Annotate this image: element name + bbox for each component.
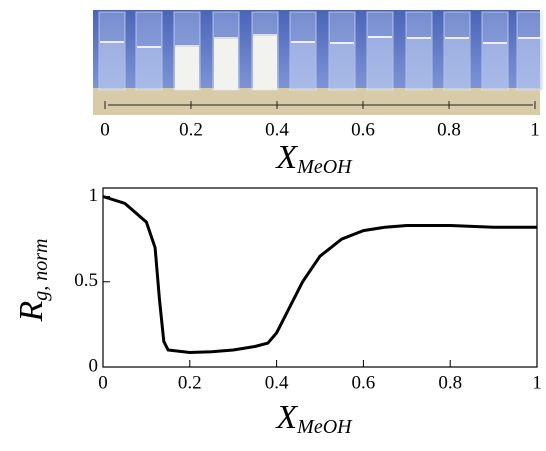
- vial: [481, 11, 509, 91]
- vial-liquid: [407, 38, 431, 90]
- axis-label-sub: g, norm: [30, 238, 52, 300]
- vial: [135, 11, 163, 91]
- x-tick-label: 1: [530, 119, 540, 140]
- x-tick-label: 0.4: [265, 119, 289, 140]
- x-tick-label: 0.8: [437, 119, 461, 140]
- vial: [443, 11, 471, 91]
- x-tick-label: 0.2: [179, 119, 203, 140]
- vial-liquid: [445, 38, 469, 90]
- photo-shelf: [93, 88, 540, 115]
- vial-liquid: [368, 37, 392, 90]
- x-tick-label: 0.8: [438, 372, 462, 393]
- y-tick-label: 0: [89, 355, 99, 376]
- axis-label: XMeOH: [274, 139, 353, 178]
- axis-label-sub: MeOH: [296, 416, 353, 438]
- axis-label-main: X: [274, 399, 298, 436]
- x-tick-label: 0.6: [352, 372, 376, 393]
- vial-liquid: [291, 42, 315, 90]
- vials: [98, 11, 544, 91]
- axis-label: Rg, norm: [13, 238, 52, 322]
- vial: [289, 11, 317, 91]
- vial-liquid: [175, 46, 199, 90]
- axis-label-sub: MeOH: [296, 156, 353, 178]
- vial-liquid: [330, 43, 354, 90]
- vial-liquid: [100, 42, 124, 90]
- x-tick-label: 0.6: [351, 119, 375, 140]
- line-series: [102, 195, 537, 355]
- vial: [516, 11, 544, 91]
- x-tick-label: 0.4: [265, 372, 289, 393]
- vial-liquid: [518, 38, 542, 90]
- plot-frame: [102, 187, 538, 368]
- vial: [98, 11, 126, 91]
- x-tick-label: 0: [100, 119, 110, 140]
- vial: [328, 11, 356, 91]
- x-tick-label: 1: [532, 372, 542, 393]
- vial: [366, 11, 394, 91]
- y-tick-label: 0.5: [74, 270, 98, 291]
- axis-label-main: R: [13, 301, 50, 323]
- vial: [405, 11, 433, 91]
- vial-liquid: [137, 47, 161, 90]
- axis-label: XMeOH: [274, 399, 353, 438]
- x-tick-label: 0.2: [178, 372, 202, 393]
- vial-liquid: [253, 35, 277, 90]
- y-tick-label: 1: [89, 185, 99, 206]
- x-tick-label: 0: [98, 372, 108, 393]
- axis-label-main: X: [274, 139, 298, 176]
- vial-liquid: [483, 43, 507, 90]
- vial-liquid: [214, 38, 238, 90]
